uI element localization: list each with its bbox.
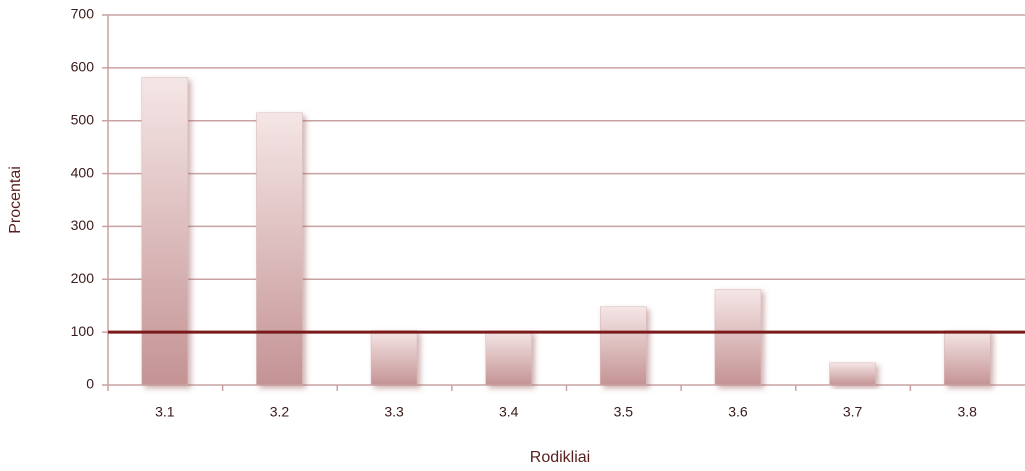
y-tick-label: 500: [71, 111, 95, 127]
bar: [829, 362, 876, 386]
bar: [141, 77, 189, 386]
y-tick-label: 400: [71, 164, 95, 180]
x-tick-label: 3.2: [270, 404, 290, 420]
y-tick-label: 600: [71, 59, 95, 75]
bar: [600, 306, 647, 386]
bar: [714, 289, 762, 386]
y-tick-label: 700: [71, 6, 95, 22]
x-tick-label: 3.7: [843, 404, 863, 420]
y-tick-label: 100: [71, 323, 95, 339]
bar: [485, 330, 532, 386]
x-tick-label: 3.4: [499, 404, 519, 420]
x-tick-label: 3.3: [384, 404, 404, 420]
y-tick-label: 0: [86, 376, 94, 392]
x-tick-label: 3.8: [957, 404, 977, 420]
bar: [256, 112, 303, 386]
x-tick-label: 3.5: [614, 404, 634, 420]
y-tick-label: 200: [71, 270, 95, 286]
y-tick-label: 300: [71, 217, 95, 233]
bar: [370, 330, 418, 386]
x-axis-title: Rodikliai: [530, 449, 590, 466]
x-tick-label: 3.6: [728, 404, 748, 420]
y-axis-title: Procentai: [7, 166, 24, 234]
x-tick-label: 3.1: [155, 404, 175, 420]
bar: [943, 330, 991, 386]
